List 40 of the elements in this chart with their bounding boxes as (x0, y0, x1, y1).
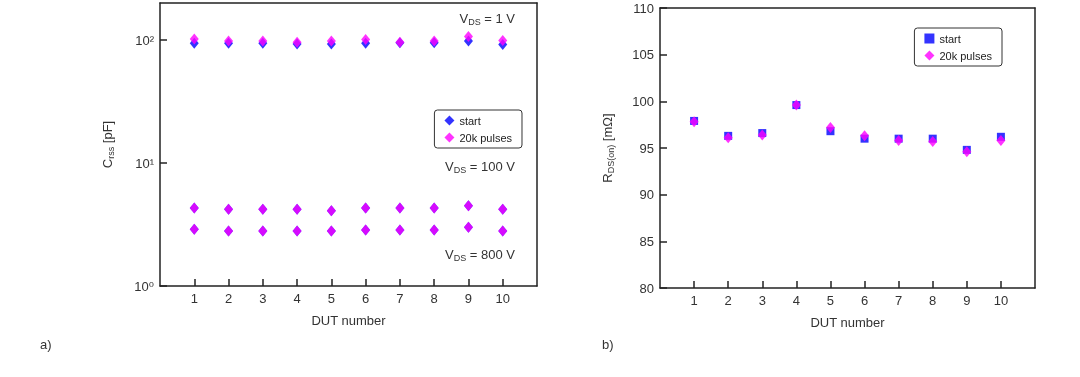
x-tick-label: 8 (430, 291, 438, 306)
x-tick-label: 9 (963, 293, 971, 308)
x-tick-label: 6 (362, 291, 370, 306)
y-tick-label: 80 (639, 280, 654, 296)
x-tick-label: 1 (690, 293, 698, 308)
y-tick-label: 10⁰ (134, 278, 154, 294)
y-axis-title: Crss [pF] (100, 120, 116, 169)
y-tick-label: 90 (639, 187, 654, 203)
x-tick-label: 4 (792, 293, 800, 308)
legend-label: 20k pulses (459, 131, 513, 144)
x-tick-label: 2 (224, 291, 233, 306)
x-tick-label: 10 (993, 293, 1009, 308)
legend-label: start (459, 114, 481, 127)
y-tick-label: 100 (632, 93, 654, 109)
x-tick-label: 3 (758, 293, 766, 308)
legend-label: 20k pulses (939, 49, 993, 62)
x-axis-title: DUT number (810, 315, 886, 330)
y-tick-label: 85 (639, 233, 654, 249)
x-tick-label: 6 (860, 293, 869, 308)
x-tick-label: 2 (724, 293, 732, 308)
y-tick-label: 95 (639, 140, 654, 156)
x-tick-label: 5 (327, 291, 335, 306)
x-tick-label: 3 (259, 291, 267, 306)
x-tick-label: 10 (495, 291, 510, 306)
legend-label: start (939, 32, 961, 45)
text: b) (602, 337, 614, 352)
y-tick-label: 10² (135, 32, 155, 48)
text: a) (40, 337, 52, 352)
y-axis-title: RDS(on) [mΩ] (600, 113, 616, 183)
y-tick-label: 105 (632, 47, 654, 63)
x-tick-label: 5 (826, 293, 835, 308)
x-tick-label: 9 (464, 291, 473, 306)
x-tick-label: 4 (293, 291, 301, 306)
y-tick-label: 110 (633, 0, 654, 16)
x-tick-label: 8 (929, 293, 937, 308)
x-axis-title: DUT number (311, 313, 387, 328)
y-tick-label: 10¹ (135, 155, 155, 171)
x-tick-label: 1 (190, 291, 198, 306)
x-tick-label: 7 (895, 293, 903, 308)
x-tick-label: 7 (396, 291, 404, 306)
